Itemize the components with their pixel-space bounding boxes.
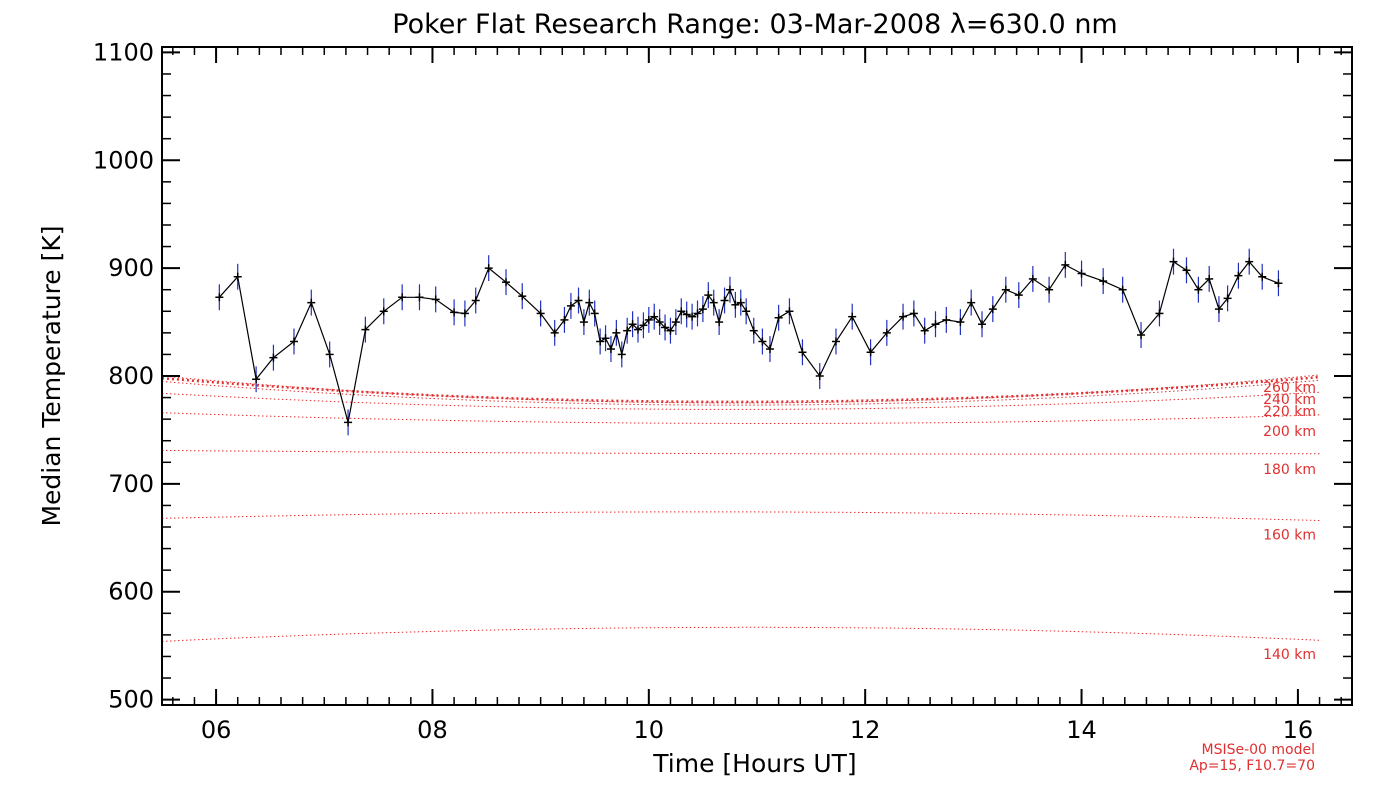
model-curve xyxy=(161,379,1320,406)
model-curve-label: 260 km xyxy=(1263,380,1316,396)
model-curve xyxy=(161,511,1320,521)
y-tick-label: 1100 xyxy=(93,38,154,66)
data-line xyxy=(218,260,1279,423)
x-tick-label: 08 xyxy=(417,716,448,744)
y-tick-label: 600 xyxy=(108,578,154,606)
x-axis-label: Time [Hours UT] xyxy=(652,749,856,778)
y-tick-label: 700 xyxy=(108,470,154,498)
plot-frame xyxy=(161,46,1353,706)
model-curve xyxy=(161,412,1320,424)
model-curve-label: 240 km xyxy=(1263,392,1316,408)
y-axis-label: Median Temperature [K] xyxy=(37,225,66,526)
model-curve xyxy=(161,449,1320,455)
chart-title: Poker Flat Research Range: 03-Mar-2008 λ… xyxy=(392,9,1117,40)
data-series xyxy=(215,248,1283,436)
model-curve-label: 140 km xyxy=(1263,647,1316,663)
model-note-line-2: Ap=15, F10.7=70 xyxy=(1189,758,1315,774)
x-tick-label: 14 xyxy=(1066,716,1097,744)
model-note-line-1: MSISe-00 model xyxy=(1201,742,1315,758)
model-curve-label: 180 km xyxy=(1263,462,1316,478)
y-tick-label: 900 xyxy=(108,254,154,282)
model-curve xyxy=(161,391,1320,410)
model-curve-label: 160 km xyxy=(1263,528,1316,544)
y-tick-label: 800 xyxy=(108,362,154,390)
model-curve-emphasis xyxy=(161,375,1320,404)
model-curve xyxy=(161,626,1320,642)
y-tick-label: 1000 xyxy=(93,146,154,174)
model-curve-label: 220 km xyxy=(1263,404,1316,420)
model-curve-label: 200 km xyxy=(1263,424,1316,440)
x-tick-label: 06 xyxy=(201,716,232,744)
axes: 06 08 10 12 14 16 500 600 700 800 900 1000 1100 xyxy=(93,38,1352,744)
model-curve xyxy=(161,374,1320,404)
y-tick-label: 500 xyxy=(108,686,154,714)
x-tick-label: 16 xyxy=(1283,716,1314,744)
x-tick-label: 10 xyxy=(634,716,665,744)
x-tick-label: 12 xyxy=(850,716,881,744)
